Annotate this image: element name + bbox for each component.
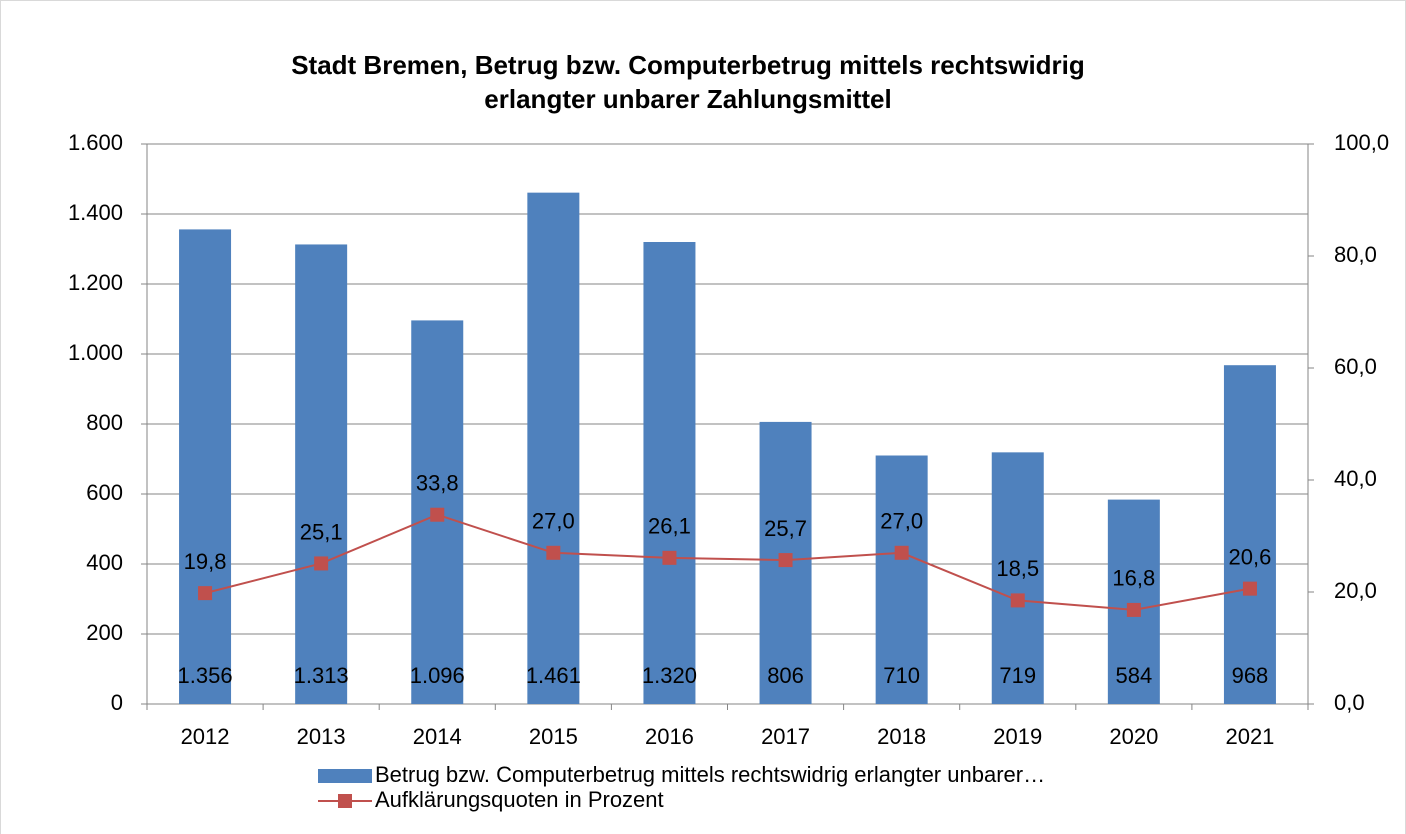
line-value-label: 26,1 <box>648 514 691 539</box>
bar-value-label: 719 <box>999 663 1036 688</box>
y-tick-label: 1.400 <box>68 200 123 225</box>
line-marker <box>894 545 909 560</box>
bar <box>295 244 348 704</box>
x-tick-label: 2017 <box>761 724 810 749</box>
bar-value-label: 1.096 <box>410 663 465 688</box>
line-marker <box>314 556 329 571</box>
bar-value-label: 968 <box>1232 663 1269 688</box>
legend-label: Aufklärungsquoten in Prozent <box>375 787 664 812</box>
line-marker <box>1242 581 1257 596</box>
line <box>204 513 1251 611</box>
y-tick-label: 800 <box>86 410 123 435</box>
y2-tick-label: 40,0 <box>1334 466 1377 491</box>
line-marker <box>430 507 445 522</box>
y-tick-label: 1.000 <box>68 340 123 365</box>
y2-tick-label: 0,0 <box>1334 690 1365 715</box>
x-tick-label: 2020 <box>1109 724 1158 749</box>
x-tick-label: 2012 <box>181 724 230 749</box>
y-tick-label: 0 <box>111 690 123 715</box>
line-marker <box>1010 593 1025 608</box>
bar-value-label: 1.313 <box>294 663 349 688</box>
line-value-label: 33,8 <box>416 471 459 496</box>
x-tick-label: 2013 <box>297 724 346 749</box>
y-tick-label: 1.200 <box>68 270 123 295</box>
y-tick-label: 200 <box>86 620 123 645</box>
bar-value-label: 806 <box>767 663 804 688</box>
line-value-label: 27,0 <box>880 509 923 534</box>
x-tick-label: 2014 <box>413 724 462 749</box>
line-marker <box>662 550 677 565</box>
bar <box>643 242 696 704</box>
x-tick-label: 2016 <box>645 724 694 749</box>
bar-value-label: 710 <box>883 663 920 688</box>
x-tick-label: 2015 <box>529 724 578 749</box>
line-value-label: 18,5 <box>996 556 1039 581</box>
x-tick-label: 2021 <box>1225 724 1274 749</box>
chart-title: erlangter unbarer Zahlungsmittel <box>484 84 891 114</box>
bar-value-label: 1.356 <box>178 663 233 688</box>
bar <box>527 192 580 704</box>
y2-tick-label: 80,0 <box>1334 242 1377 267</box>
line-marker <box>778 553 793 568</box>
bar-value-label: 584 <box>1115 663 1152 688</box>
bar <box>991 452 1044 704</box>
line-value-label: 25,7 <box>764 516 807 541</box>
y2-tick-label: 100,0 <box>1334 130 1389 155</box>
line-value-label: 16,8 <box>1112 566 1155 591</box>
y-tick-label: 400 <box>86 550 123 575</box>
bar <box>1107 499 1160 704</box>
x-tick-label: 2019 <box>993 724 1042 749</box>
bar-value-label: 1.461 <box>526 663 581 688</box>
y-tick-label: 600 <box>86 480 123 505</box>
line-marker <box>546 545 561 560</box>
chart-title: Stadt Bremen, Betrug bzw. Computerbetrug… <box>291 50 1085 80</box>
bar-value-label: 1.320 <box>642 663 697 688</box>
x-tick-label: 2018 <box>877 724 926 749</box>
line-value-label: 19,8 <box>184 549 227 574</box>
y2-tick-label: 60,0 <box>1334 354 1377 379</box>
y2-tick-label: 20,0 <box>1334 578 1377 603</box>
legend-label: Betrug bzw. Computerbetrug mittels recht… <box>375 762 1045 787</box>
legend-swatch <box>338 794 352 808</box>
line-marker <box>1126 602 1141 617</box>
line-marker <box>198 586 213 601</box>
line-value-label: 27,0 <box>532 509 575 534</box>
bar <box>1223 365 1276 704</box>
y-tick-label: 1.600 <box>68 130 123 155</box>
bar <box>179 229 232 704</box>
bar <box>875 455 928 704</box>
line-value-label: 20,6 <box>1229 544 1272 569</box>
legend-swatch <box>318 769 372 783</box>
line-value-label: 25,1 <box>300 519 343 544</box>
